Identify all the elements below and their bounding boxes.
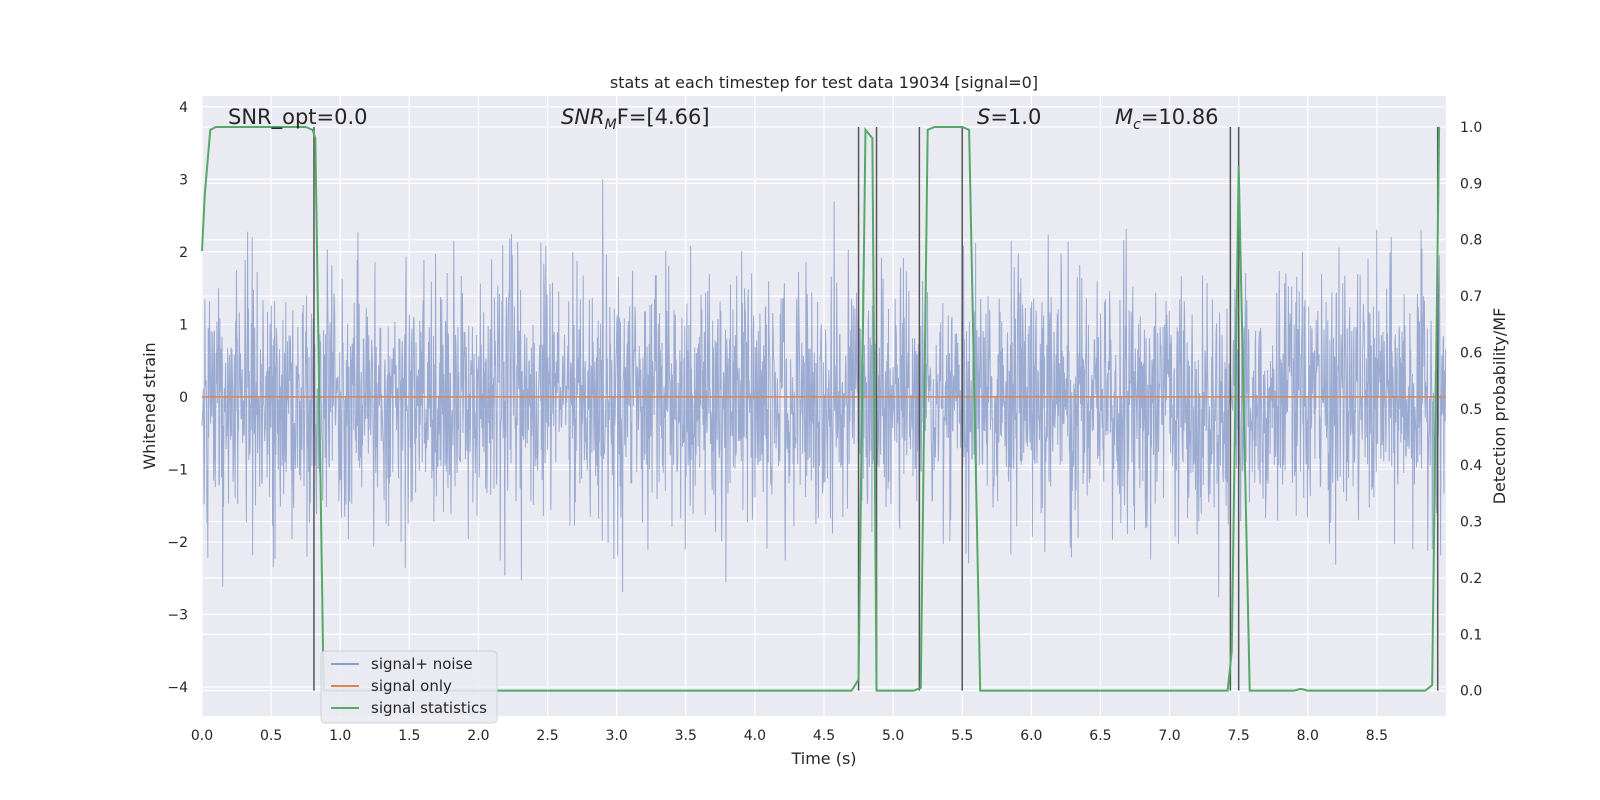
y2-tick-label: 0.0 xyxy=(1460,684,1482,700)
y-tick-label: −2 xyxy=(167,535,188,551)
x-tick-label: 2.0 xyxy=(467,728,489,744)
y2-tick-label: 1.0 xyxy=(1460,120,1482,136)
y-tick-label: 3 xyxy=(179,172,188,188)
y-tick-label: 1 xyxy=(179,317,188,333)
annotation-s-value: =1.0 xyxy=(990,105,1041,129)
y2-tick-label: 0.4 xyxy=(1460,458,1482,474)
legend-label-signal-noise: signal+ noise xyxy=(371,655,473,673)
legend: signal+ noise signal only signal statist… xyxy=(320,650,498,724)
x-tick-label: 7.5 xyxy=(1228,728,1250,744)
x-tick-label: 5.5 xyxy=(951,728,973,744)
x-axis-label: Time (s) xyxy=(790,749,856,768)
annotation-mc-sub: c xyxy=(1133,117,1141,133)
annotation-s: S=1.0 xyxy=(977,105,1041,129)
signal-statistics-series xyxy=(201,126,1441,692)
y-tick-label: −1 xyxy=(167,462,188,478)
legend-box xyxy=(320,650,498,724)
annotation-snr-opt: SNR_opt=0.0 xyxy=(228,105,368,130)
y2-tick-label: 0.6 xyxy=(1460,345,1482,361)
x-tick-label: 2.5 xyxy=(536,728,558,744)
x-tick-label: 6.0 xyxy=(1020,728,1042,744)
y-tick-label: 4 xyxy=(179,100,188,116)
x-tick-label: 8.0 xyxy=(1297,728,1319,744)
x-tick-label: 1.5 xyxy=(398,728,420,744)
x-tick-label: 0.5 xyxy=(260,728,282,744)
x-tick-label: 0.0 xyxy=(191,728,213,744)
y2-tick-label: 0.3 xyxy=(1460,515,1482,531)
y2-tick-label: 0.7 xyxy=(1460,289,1482,305)
annotation-snr-mf: SNRMF=[4.66] xyxy=(561,105,710,133)
y2-tick-label: 0.5 xyxy=(1460,402,1482,418)
y2-axis-label: Detection probability/MF xyxy=(1490,308,1509,505)
y-tick-label: −4 xyxy=(167,680,188,696)
signal-statistics-line xyxy=(201,126,1441,692)
annotation-snr-mf-prefix: SNR xyxy=(561,105,605,129)
x-tick-label: 5.0 xyxy=(882,728,904,744)
x-tick-label: 3.0 xyxy=(606,728,628,744)
x-tick-label: 1.0 xyxy=(329,728,351,744)
axis-ticks: 0.0 0.5 1.0 1.5 2.0 2.5 3.0 3.5 4.0 4.5 5.0 5.5 6.0 6… xyxy=(167,100,1482,744)
annotation-mc: Mc=10.86 xyxy=(1115,105,1219,133)
annotation-snr-mf-sub: M xyxy=(605,117,617,133)
chart-title: stats at each timestep for test data 190… xyxy=(610,73,1038,92)
y2-tick-label: 0.9 xyxy=(1460,176,1482,192)
y-axis-label: Whitened strain xyxy=(140,342,159,469)
x-tick-label: 7.0 xyxy=(1158,728,1180,744)
y2-tick-label: 0.8 xyxy=(1460,233,1482,249)
x-tick-label: 4.5 xyxy=(813,728,835,744)
annotation-snr-mf-suffix: F=[4.66] xyxy=(617,105,710,129)
y-tick-label: 2 xyxy=(179,245,188,261)
x-tick-label: 6.5 xyxy=(1089,728,1111,744)
x-tick-label: 3.5 xyxy=(675,728,697,744)
legend-label-signal-only: signal only xyxy=(371,677,452,695)
annotation-mc-value: =10.86 xyxy=(1141,105,1219,129)
annotation-mc-symbol: M xyxy=(1115,105,1133,129)
y2-tick-label: 0.1 xyxy=(1460,627,1482,643)
y-tick-label: −3 xyxy=(167,607,188,623)
annotation-s-symbol: S xyxy=(977,105,990,129)
y-tick-label: 0 xyxy=(179,390,188,406)
legend-label-signal-statistics: signal statistics xyxy=(371,699,487,717)
x-tick-label: 4.0 xyxy=(744,728,766,744)
y2-tick-label: 0.2 xyxy=(1460,571,1482,587)
x-tick-label: 8.5 xyxy=(1366,728,1388,744)
